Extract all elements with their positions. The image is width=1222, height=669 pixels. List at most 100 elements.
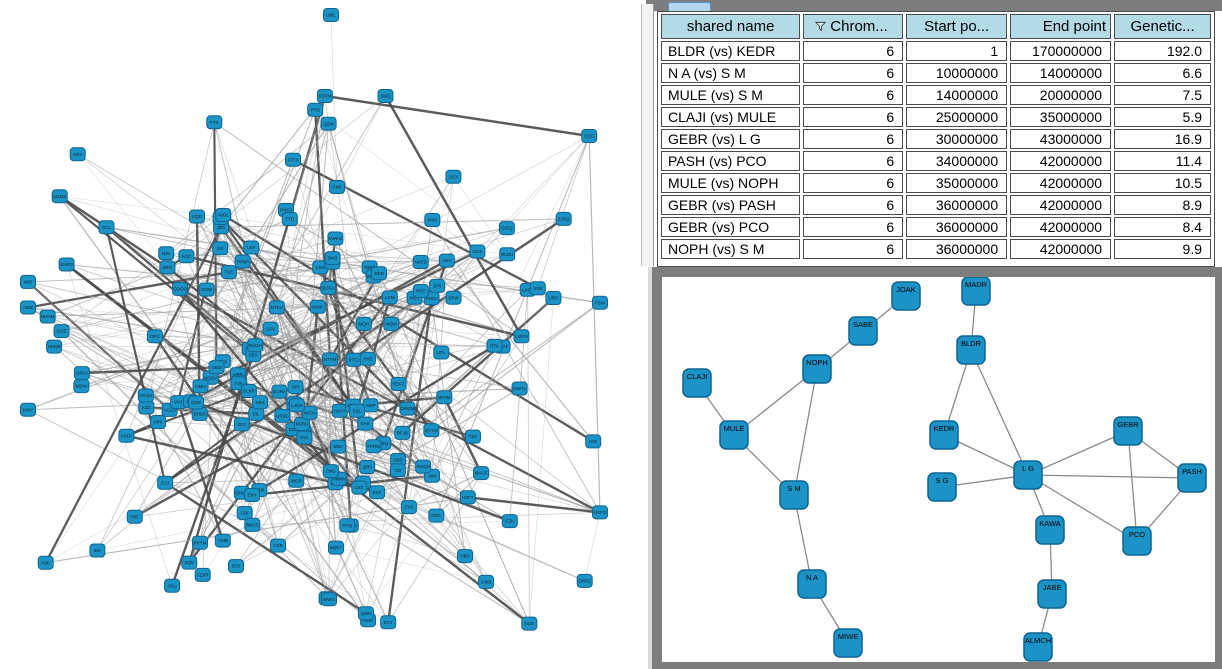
overview-edge[interactable]	[210, 290, 422, 379]
overview-node[interactable]: DYQ	[339, 518, 356, 533]
overview-edge[interactable]	[77, 153, 365, 325]
overview-node[interactable]: IEK	[89, 543, 106, 558]
overview-edge[interactable]	[179, 287, 601, 514]
overview-edge[interactable]	[276, 307, 331, 360]
overview-node[interactable]: DWTL	[511, 381, 528, 396]
overview-node[interactable]: SZL	[348, 403, 365, 418]
overview-edge[interactable]	[45, 412, 310, 563]
overview-edge[interactable]	[446, 260, 594, 442]
overview-node[interactable]: RTA	[486, 338, 503, 353]
overview-edge[interactable]	[317, 306, 337, 548]
overview-edge[interactable]	[244, 135, 590, 514]
overview-node[interactable]: KZZ	[138, 400, 155, 415]
overview-node[interactable]: FZXR	[194, 567, 211, 582]
overview-edge[interactable]	[276, 307, 340, 479]
overview-edge[interactable]	[315, 109, 508, 255]
overview-node[interactable]: PPZ	[412, 284, 429, 298]
overview-edge[interactable]	[529, 297, 554, 624]
overview-edge[interactable]	[61, 330, 331, 360]
column-header-end-point[interactable]: End point	[1010, 14, 1112, 39]
overview-node[interactable]: HZFT	[459, 490, 476, 505]
cell-genetic[interactable]: 6.6	[1114, 63, 1211, 83]
overview-node[interactable]: NUD	[521, 616, 538, 631]
overview-edge[interactable]	[145, 251, 478, 396]
overview-edge[interactable]	[401, 297, 555, 434]
overview-edge[interactable]	[329, 359, 340, 479]
detail-node-sabe[interactable]: SABE	[848, 316, 878, 346]
overview-node[interactable]: GCS	[469, 244, 486, 259]
overview-edge[interactable]	[331, 257, 361, 488]
cell-genetic[interactable]: 7.5	[1114, 85, 1211, 105]
overview-edge[interactable]	[276, 285, 438, 308]
overview-edge[interactable]	[196, 216, 389, 623]
overview-edge[interactable]	[97, 402, 197, 551]
overview-node[interactable]: XQV	[181, 555, 198, 570]
overview-edge[interactable]	[276, 227, 508, 308]
overview-node[interactable]: GCL	[98, 220, 115, 235]
overview-edge[interactable]	[276, 95, 386, 308]
overview-edge[interactable]	[329, 358, 408, 410]
cell-end[interactable]: 42000000	[1010, 217, 1112, 237]
cell-shared_name[interactable]: GEBR (vs) L G	[661, 129, 801, 149]
overview-edge[interactable]	[397, 388, 520, 461]
overview-edge[interactable]	[339, 469, 398, 480]
cell-genetic[interactable]: 5.9	[1114, 107, 1211, 127]
overview-edge[interactable]	[214, 121, 522, 337]
overview-node[interactable]: SHPD	[58, 257, 75, 272]
cell-end[interactable]: 14000000	[1010, 63, 1112, 83]
overview-node[interactable]: HSFO	[592, 505, 608, 520]
overview-edge[interactable]	[61, 330, 424, 467]
overview-node[interactable]: RUGH	[247, 338, 264, 353]
overview-edge[interactable]	[58, 195, 255, 356]
overview-edge[interactable]	[27, 307, 487, 583]
cell-end[interactable]: 20000000	[1010, 85, 1112, 105]
overview-edge[interactable]	[435, 135, 590, 516]
overview-node[interactable]: ZFC	[233, 417, 250, 432]
overview-edge[interactable]	[584, 512, 601, 581]
overview-node[interactable]: AWP	[362, 398, 379, 413]
overview-edge[interactable]	[222, 213, 594, 443]
detail-node-joak[interactable]: JOAK	[891, 281, 921, 311]
overview-node[interactable]: LKF	[243, 240, 260, 255]
overview-edge[interactable]	[431, 336, 522, 477]
overview-node[interactable]: CQG	[581, 129, 598, 143]
overview-edge[interactable]	[337, 446, 601, 513]
overview-edge[interactable]	[259, 402, 330, 600]
overview-edge[interactable]	[431, 298, 466, 557]
overview-edge[interactable]	[206, 267, 321, 290]
overview-edge[interactable]	[435, 472, 482, 516]
detail-node-kawa[interactable]: KAWA	[1035, 515, 1065, 545]
overview-edge[interactable]	[126, 390, 250, 437]
overview-edge[interactable]	[408, 135, 590, 508]
overview-node[interactable]: MQM	[383, 316, 400, 331]
overview-edge[interactable]	[47, 316, 331, 360]
overview-edge[interactable]	[54, 307, 277, 347]
overview-edge[interactable]	[431, 302, 601, 431]
cell-end[interactable]: 42000000	[1010, 239, 1112, 259]
overview-edge[interactable]	[59, 196, 321, 268]
overview-edge[interactable]	[27, 307, 277, 410]
table-row[interactable]: PASH (vs) PCO 6 34000000 42000000 11.4	[661, 151, 1211, 171]
detail-edge-l-g-pco[interactable]	[1027, 474, 1138, 542]
overview-node[interactable]: LJCR	[288, 398, 305, 413]
overview-edge[interactable]	[44, 226, 223, 564]
overview-edge[interactable]	[45, 209, 287, 563]
overview-edge[interactable]	[27, 281, 433, 477]
detail-node-gebr[interactable]: GEBR	[1113, 416, 1143, 446]
cell-start[interactable]: 10000000	[906, 63, 1008, 83]
overview-edge[interactable]	[384, 95, 523, 337]
overview-node[interactable]: XXB	[529, 281, 546, 296]
overview-node[interactable]: PAM	[424, 213, 441, 227]
overview-node[interactable]: XVL	[296, 430, 313, 445]
cell-start[interactable]: 36000000	[906, 217, 1008, 237]
overview-node[interactable]: WIS	[20, 274, 36, 289]
overview-node[interactable]: AOC	[178, 249, 195, 264]
overview-edge[interactable]	[258, 344, 496, 492]
overview-edge[interactable]	[335, 547, 487, 583]
overview-node[interactable]: UFL	[433, 345, 450, 360]
overview-node[interactable]: HNQB	[46, 339, 63, 354]
overview-node[interactable]: GIEQ	[498, 221, 515, 236]
overview-node[interactable]: LVZ	[351, 480, 368, 495]
overview-node[interactable]: LMYN	[513, 329, 530, 344]
overview-node[interactable]: MVUF	[473, 466, 490, 481]
